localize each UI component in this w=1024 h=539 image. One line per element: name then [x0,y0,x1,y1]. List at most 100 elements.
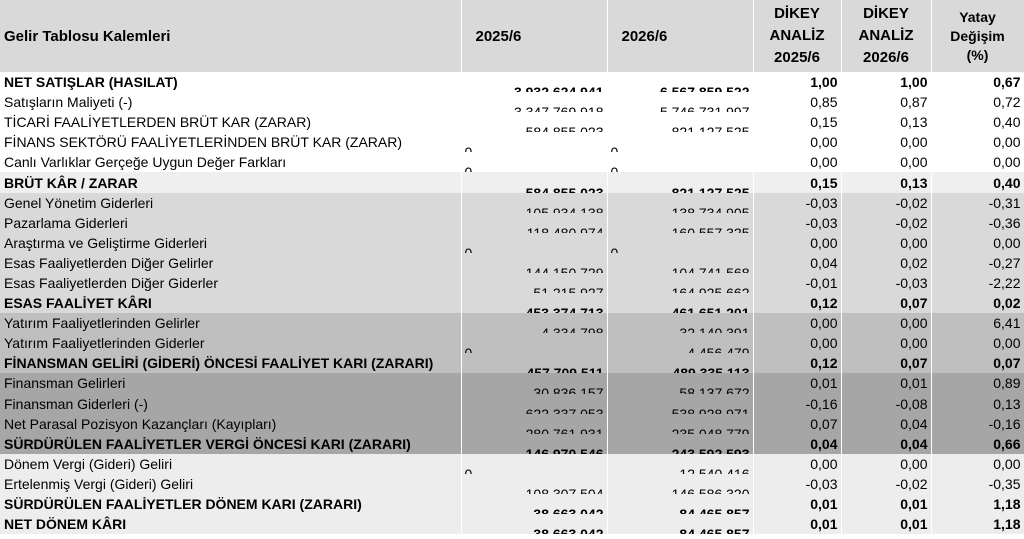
cell-vertical-2025: 0,01 [753,514,842,535]
cell-vertical-2025: -0,03 [753,192,842,213]
cell-horizontal-change: 0,13 [931,393,1024,414]
cell-2025: 38.663.042 [461,514,608,535]
cell-2025: 453.374.713 [461,293,608,314]
header-horizontal-line1: Yatay [959,8,996,25]
table-row: Pazarlama Giderleri -118.480.974 -160.557.… [0,212,1024,233]
table-row: NET DÖNEM KÂRI 38.663.042 84.465.857 0,01 0,… [0,514,1024,535]
cell-vertical-2025: -0,03 [753,473,842,494]
cell-vertical-2025: -0,01 [753,272,842,294]
cell-vertical-2026: 0,01 [841,493,932,515]
cell-vertical-2025: 0,15 [753,112,842,133]
cell-2026-value: -538.928.971 [666,405,750,414]
cell-horizontal-change: 0,40 [931,172,1024,193]
table-row: Genel Yönetim Giderleri -105.934.138 -138.… [0,192,1024,213]
cell-2026-value: 821.127.525 [671,124,750,133]
cell-vertical-2025: 0,01 [753,493,842,515]
cell-2026: 235.048.779 [607,413,754,434]
header-horizontal-line2: Değişim [950,27,1005,44]
cell-vertical-2025: 0,85 [753,92,842,113]
table-body: NET SATIŞLAR (HASILAT) 3.932.624.941 6.567… [0,72,1024,535]
row-label: SÜRDÜRÜLEN FAALİYETLER VERGİ ÖNCESİ KARI… [0,433,462,454]
cell-2025-value: -118.480.974 [522,224,604,233]
cell-horizontal-change: 0,40 [931,112,1024,133]
cell-2025-zero: 0 [464,465,473,474]
row-label: Dönem Vergi (Gideri) Geliri [0,453,462,474]
row-label: FİNANSMAN GELİRİ (GİDERİ) ÖNCESİ FAALİYE… [0,353,462,374]
header-horizontal-line3: (%) [966,46,989,63]
cell-2026: 58.137.672 [607,373,754,394]
cell-2026: 5.746.731.997 [607,92,754,113]
cell-2026-value: -4.456.479 [682,345,750,354]
cell-2026-value: 489.335.113 [672,365,750,374]
cell-2025: -105.934.138 [461,192,608,213]
cell-vertical-2026: -0,02 [841,192,932,213]
cell-horizontal-change: -0,16 [931,413,1024,434]
row-label: FİNANS SEKTÖRÜ FAALİYETLERİNDEN BRÜT KAR… [0,132,462,153]
table-row: TİCARİ FAALİYETLERDEN BRÜT KAR (ZARAR) 58… [0,112,1024,133]
cell-2025-value: 3.347.769.918 [513,104,604,113]
cell-horizontal-change: -2,22 [931,272,1024,294]
cell-vertical-2025: -0,03 [753,212,842,233]
cell-horizontal-change: 0,00 [931,453,1024,474]
table-row: Yatırım Faaliyetlerinden Gelirler 4.334.7… [0,313,1024,334]
cell-2025-zero: 0 [464,144,473,153]
cell-vertical-2025: 0,04 [753,252,842,273]
row-label: Finansman Giderleri (-) [0,393,462,414]
cell-vertical-2026: 0,01 [841,373,932,394]
cell-2025: -118.480.974 [461,212,608,233]
row-label: NET DÖNEM KÂRI [0,514,462,535]
cell-2026: 6.567.859.522 [607,72,754,93]
cell-2025-value: -51.215.927 [528,284,604,294]
row-label: Yatırım Faaliyetlerinden Gelirler [0,313,462,334]
cell-2025: 584.855.023 [461,112,608,133]
cell-horizontal-change: -0,36 [931,212,1024,233]
cell-vertical-2026: 0,00 [841,313,932,334]
cell-2026: 243.592.593 [607,433,754,454]
cell-horizontal-change: 6,41 [931,313,1024,334]
cell-vertical-2026: 0,07 [841,293,932,314]
row-label: BRÜT KÂR / ZARAR [0,172,462,193]
table-row: FİNANS SEKTÖRÜ FAALİYETLERİNDEN BRÜT KAR… [0,132,1024,153]
cell-2026-value: 58.137.672 [679,385,750,394]
cell-2025-zero: 0 [464,164,473,173]
cell-horizontal-change: 0,00 [931,152,1024,173]
cell-2026: 84.465.857 [607,493,754,515]
cell-2025: 4.334.798 [461,313,608,334]
cell-vertical-2025: 0,01 [753,373,842,394]
cell-vertical-2026: 0,04 [841,413,932,434]
cell-vertical-2026: 0,07 [841,353,932,374]
cell-2025: -108.307.504 [461,473,608,494]
cell-vertical-2025: -0,16 [753,393,842,414]
cell-2026-value: -164.925.662 [666,284,750,294]
row-label: Finansman Gelirleri [0,373,462,394]
cell-horizontal-change: 0,02 [931,293,1024,314]
header-vertical-2025-line2: ANALİZ [769,27,825,44]
table-row: BRÜT KÂR / ZARAR 584.855.023 821.127.525 0,… [0,172,1024,193]
cell-2025: 0 [461,232,608,253]
cell-vertical-2026: -0,02 [841,212,932,233]
cell-2026-value: 6.567.859.522 [659,84,750,93]
cell-vertical-2025: 0,12 [753,353,842,374]
cell-2026-value: 5.746.731.997 [659,104,750,113]
cell-2026-value: -12.540.416 [674,465,750,474]
cell-vertical-2026: -0,03 [841,272,932,294]
table-row: Yatırım Faaliyetlerinden Giderler 0 -4.456… [0,333,1024,354]
table-row: FİNANSMAN GELİRİ (GİDERİ) ÖNCESİ FAALİYE… [0,353,1024,374]
cell-vertical-2026: 0,13 [841,172,932,193]
cell-2025-value: 584.855.023 [525,124,604,133]
cell-horizontal-change: 0,00 [931,232,1024,253]
cell-2026-value: 32.140.391 [679,325,750,334]
cell-2026: 0 [607,132,754,153]
cell-2026-value: 84.465.857 [679,506,750,515]
table-row: NET SATIŞLAR (HASILAT) 3.932.624.941 6.567… [0,72,1024,93]
cell-horizontal-change: 1,18 [931,514,1024,535]
header-vertical-2026-line3: 2026/6 [863,49,909,66]
cell-2026: -146.586.320 [607,473,754,494]
cell-2026-zero: 0 [610,164,619,173]
cell-2026: 104.741.568 [607,252,754,273]
cell-vertical-2025: 0,15 [753,172,842,193]
cell-vertical-2026: 0,00 [841,232,932,253]
cell-vertical-2026: 0,04 [841,433,932,454]
cell-2026: 489.335.113 [607,353,754,374]
cell-2026-value: 104.741.568 [671,264,750,273]
